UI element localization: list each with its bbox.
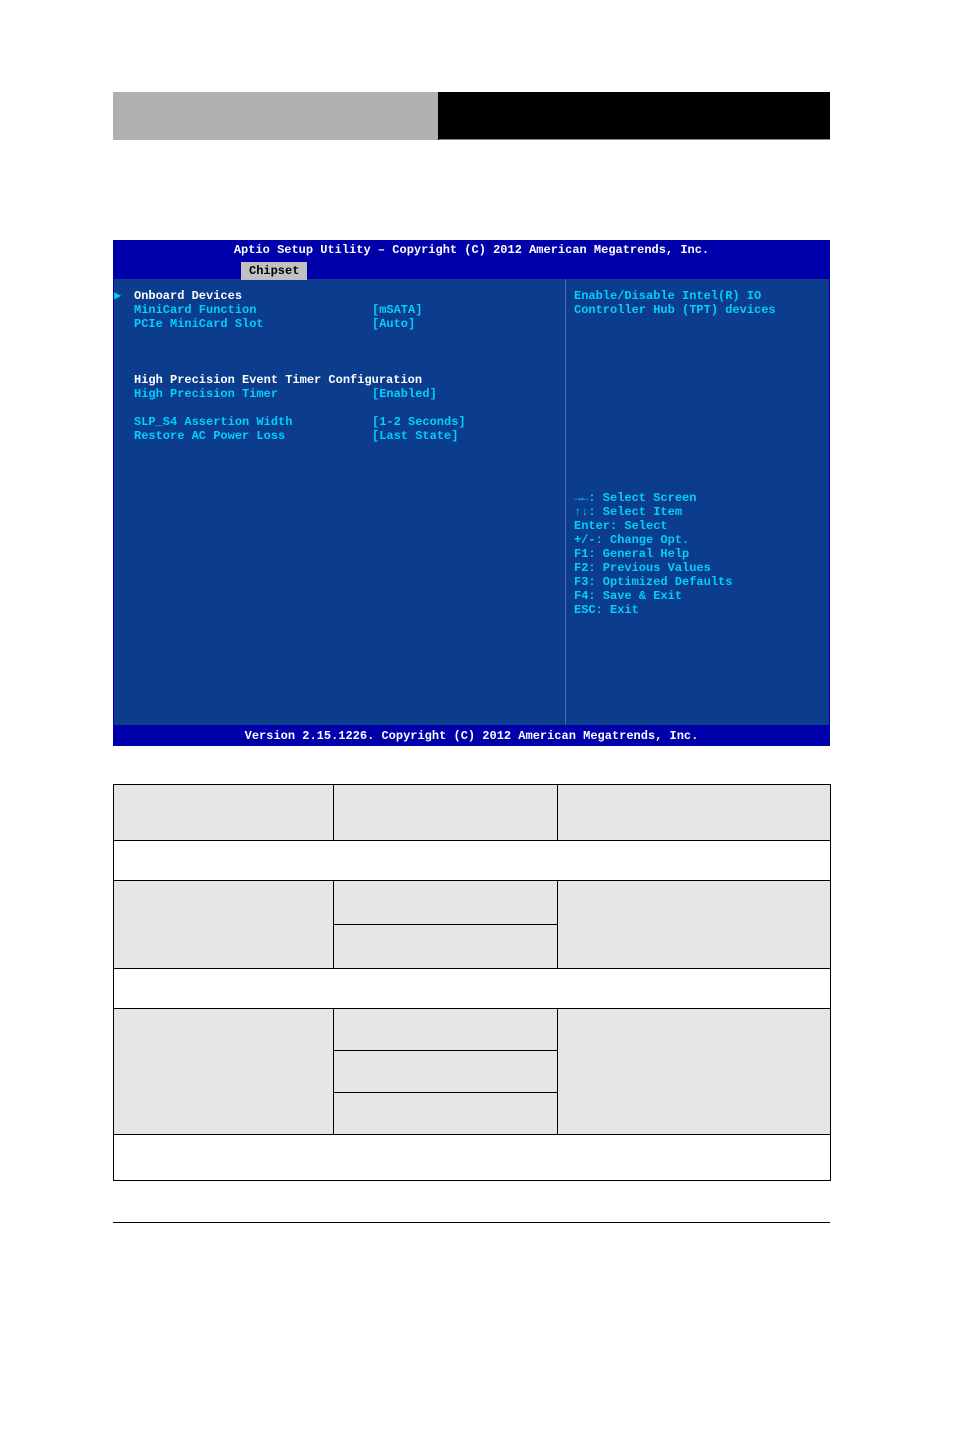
table-cell bbox=[334, 1093, 558, 1135]
nav-select-screen: →←: Select Screen bbox=[574, 491, 732, 505]
bios-tab-bar[interactable]: Chipset bbox=[113, 260, 830, 278]
bios-main-panel[interactable]: ▶ Onboard Devices MiniCard Function [mSA… bbox=[114, 279, 565, 725]
minicard-function-value[interactable]: [mSATA] bbox=[372, 303, 422, 317]
pcie-minicard-slot-value[interactable]: [Auto] bbox=[372, 317, 415, 331]
nav-esc: ESC: Exit bbox=[574, 603, 732, 617]
table-cell bbox=[334, 1051, 558, 1093]
bios-bottom-bar: Version 2.15.1226. Copyright (C) 2012 Am… bbox=[113, 726, 830, 746]
table-cell-full bbox=[114, 841, 831, 881]
options-table bbox=[113, 784, 831, 1181]
table-cell bbox=[334, 1009, 558, 1051]
table-cell bbox=[114, 881, 334, 969]
tab-chipset[interactable]: Chipset bbox=[241, 262, 307, 280]
slp-s4-value[interactable]: [1-2 Seconds] bbox=[372, 415, 466, 429]
header-left-grey bbox=[113, 92, 439, 140]
header-right-black bbox=[439, 92, 830, 140]
table-cell bbox=[334, 881, 558, 925]
bios-setup-screen: Aptio Setup Utility – Copyright (C) 2012… bbox=[113, 240, 830, 742]
nav-enter: Enter: Select bbox=[574, 519, 732, 533]
nav-f2: F2: Previous Values bbox=[574, 561, 732, 575]
table-cell bbox=[558, 1009, 831, 1135]
nav-f4: F4: Save & Exit bbox=[574, 589, 732, 603]
restore-ac-label[interactable]: Restore AC Power Loss bbox=[134, 429, 285, 443]
table-cell bbox=[334, 925, 558, 969]
table-cell bbox=[558, 785, 831, 841]
nav-hints: →←: Select Screen ↑↓: Select Item Enter:… bbox=[574, 491, 732, 617]
footer-divider bbox=[113, 1222, 830, 1223]
nav-select-item: ↑↓: Select Item bbox=[574, 505, 732, 519]
nav-f3: F3: Optimized Defaults bbox=[574, 575, 732, 589]
slp-s4-label[interactable]: SLP_S4 Assertion Width bbox=[134, 415, 292, 429]
table-cell-full bbox=[114, 969, 831, 1009]
minicard-function-label[interactable]: MiniCard Function bbox=[134, 303, 256, 317]
help-context-line2: Controller Hub (TPT) devices bbox=[574, 303, 821, 317]
bios-title-bar: Aptio Setup Utility – Copyright (C) 2012… bbox=[113, 240, 830, 260]
nav-change-opt: +/-: Change Opt. bbox=[574, 533, 732, 547]
bios-help-panel: Enable/Disable Intel(R) IO Controller Hu… bbox=[565, 279, 829, 725]
table-cell bbox=[114, 1009, 334, 1135]
hpet-label[interactable]: High Precision Timer bbox=[134, 387, 278, 401]
table-cell bbox=[558, 881, 831, 969]
pcie-minicard-slot-label[interactable]: PCIe MiniCard Slot bbox=[134, 317, 264, 331]
table-cell bbox=[114, 785, 334, 841]
onboard-devices-item[interactable]: Onboard Devices bbox=[134, 289, 242, 303]
table-cell-full bbox=[114, 1135, 831, 1181]
restore-ac-value[interactable]: [Last State] bbox=[372, 429, 458, 443]
bios-body: ▶ Onboard Devices MiniCard Function [mSA… bbox=[113, 278, 830, 726]
page-header-band bbox=[113, 92, 830, 140]
hpet-config-header: High Precision Event Timer Configuration bbox=[134, 373, 422, 387]
table-cell bbox=[334, 785, 558, 841]
help-context-line1: Enable/Disable Intel(R) IO bbox=[574, 289, 821, 303]
hpet-value[interactable]: [Enabled] bbox=[372, 387, 437, 401]
submenu-arrow-icon: ▶ bbox=[114, 289, 121, 303]
nav-f1: F1: General Help bbox=[574, 547, 732, 561]
